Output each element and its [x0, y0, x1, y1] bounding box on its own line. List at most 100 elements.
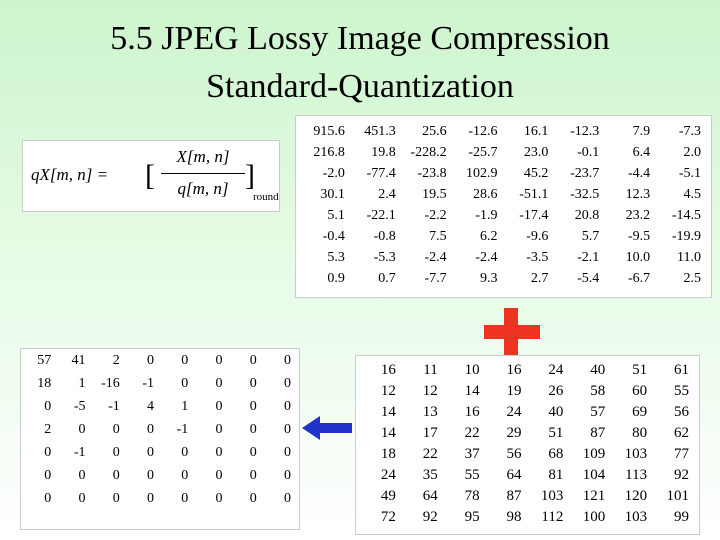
table-cell: 22	[464, 425, 480, 441]
table-cell: 55	[674, 383, 689, 399]
table-cell: 0	[147, 468, 154, 483]
table-cell: 72	[380, 509, 396, 525]
table-cell: 10	[464, 362, 480, 378]
result-table: 57 41 2 0 0 0 0 0 18 1 -16 -1 0 0 0 0 0 -5 -1 4 1 0 0 0 2 0 0 0 -1 0 0…	[20, 348, 300, 530]
title: Standard-Quantization	[206, 68, 514, 105]
table-cell: 109	[582, 446, 606, 462]
table-cell: -1	[108, 399, 120, 414]
table-cell: -25.7	[468, 145, 498, 160]
table-cell: -23.7	[570, 166, 600, 181]
table-cell: 92	[674, 467, 689, 483]
table-cell: 0.9	[327, 271, 345, 286]
table-cell: -12.3	[570, 124, 600, 139]
table-cell: 23.0	[523, 145, 549, 160]
table-cell: 5.1	[327, 208, 345, 223]
table-cell: 0	[249, 399, 257, 414]
table-cell: 55	[464, 467, 480, 483]
table-cell: 0	[181, 376, 189, 391]
table-cell: 24	[380, 467, 396, 483]
table-cell: 0	[147, 445, 154, 460]
table-cell: 12.3	[625, 187, 651, 202]
table-cell: 30.1	[320, 187, 345, 202]
table-cell: 0	[249, 376, 257, 391]
table-cell: 14	[380, 425, 396, 441]
table-cell: 0	[284, 376, 291, 391]
table-cell: 1	[78, 376, 86, 391]
table-cell: 0	[78, 491, 86, 506]
table-cell: 11	[423, 362, 438, 378]
table-cell: 60	[632, 383, 648, 399]
table-cell: 121	[582, 488, 606, 504]
table-cell: 95	[464, 509, 480, 525]
table-cell: 13	[422, 404, 438, 420]
table-cell: 25.6	[422, 124, 447, 139]
table-cell: 0	[181, 353, 189, 368]
table-cell: 69	[632, 404, 648, 420]
table-cell: 0	[44, 399, 52, 414]
table-cell: -51.1	[519, 187, 549, 202]
table-cell: 57	[590, 404, 606, 420]
table-cell: 0	[44, 491, 52, 506]
table-cell: 78	[464, 488, 480, 504]
table-cell: 216.8	[313, 145, 345, 160]
table-cell: -5.4	[577, 271, 600, 286]
table-cell: 64	[422, 488, 438, 504]
table-cell: -5.1	[678, 166, 701, 181]
table-cell: -7.7	[424, 271, 447, 286]
table-cell: -1	[142, 376, 154, 391]
table-cell: 120	[624, 488, 648, 504]
table-cell: 99	[674, 509, 689, 525]
table-cell: 5.7	[581, 229, 600, 244]
table-cell: 16	[464, 404, 480, 420]
table-cell: 6.2	[480, 229, 498, 244]
table-cell: 2.7	[530, 271, 549, 286]
table-cell: 19.8	[371, 145, 396, 160]
table-cell: 0	[147, 422, 154, 437]
table-cell: 16	[380, 362, 396, 378]
table-cell: 77	[674, 446, 689, 462]
table-cell: 113	[625, 467, 648, 483]
table-cell: 20.8	[574, 208, 600, 223]
bracket: [	[145, 159, 155, 192]
table-cell: 64	[506, 467, 522, 483]
table-cell: 0	[284, 422, 291, 437]
table-cell: -2.4	[424, 250, 447, 265]
quant-table: 16 11 10 16 24 40 51 61 12 12 14 19 26 58 60 55 14 13 16 24…	[355, 355, 700, 535]
table-cell: 18	[380, 446, 396, 462]
table-cell: 0	[112, 422, 120, 437]
table-cell: 2.0	[683, 145, 702, 160]
table-cell: 11.0	[677, 250, 701, 265]
table-cell: -1.9	[475, 208, 498, 223]
table-cell: 14	[380, 404, 396, 420]
table-cell: -0.8	[373, 229, 396, 244]
table-cell: 4	[147, 399, 154, 414]
table-cell: 0	[44, 468, 52, 483]
table-cell: -22.1	[366, 208, 396, 223]
table-cell: 0	[215, 491, 223, 506]
table-cell: 0	[215, 445, 223, 460]
table-cell: 41	[71, 353, 86, 368]
table-cell: 2.4	[378, 187, 396, 202]
table-cell: 101	[666, 488, 690, 504]
table-cell: 1	[181, 399, 189, 414]
table-cell: 10.0	[625, 250, 651, 265]
table-cell: -14.5	[671, 208, 701, 223]
table-cell: 51	[548, 425, 564, 441]
table-cell: -23.8	[417, 166, 447, 181]
table-cell: 2.5	[683, 271, 702, 286]
title: 5.5 JPEG Lossy Image Compression	[110, 20, 610, 57]
table-cell: 35	[422, 467, 438, 483]
table-cell: 9.3	[480, 271, 498, 286]
table-cell: 0	[249, 353, 257, 368]
table-cell: 0	[112, 491, 120, 506]
table-cell: 915.6	[313, 124, 345, 139]
table-cell: 87	[590, 425, 606, 441]
table-cell: 0	[249, 491, 257, 506]
table-cell: -0.1	[577, 145, 600, 160]
table-cell: 2	[112, 353, 120, 368]
table-cell: -1	[73, 445, 86, 460]
table-cell: 104	[582, 467, 606, 483]
table-cell: -1	[176, 422, 189, 437]
table-cell: 61	[674, 362, 689, 378]
table-cell: -2.0	[322, 166, 345, 181]
